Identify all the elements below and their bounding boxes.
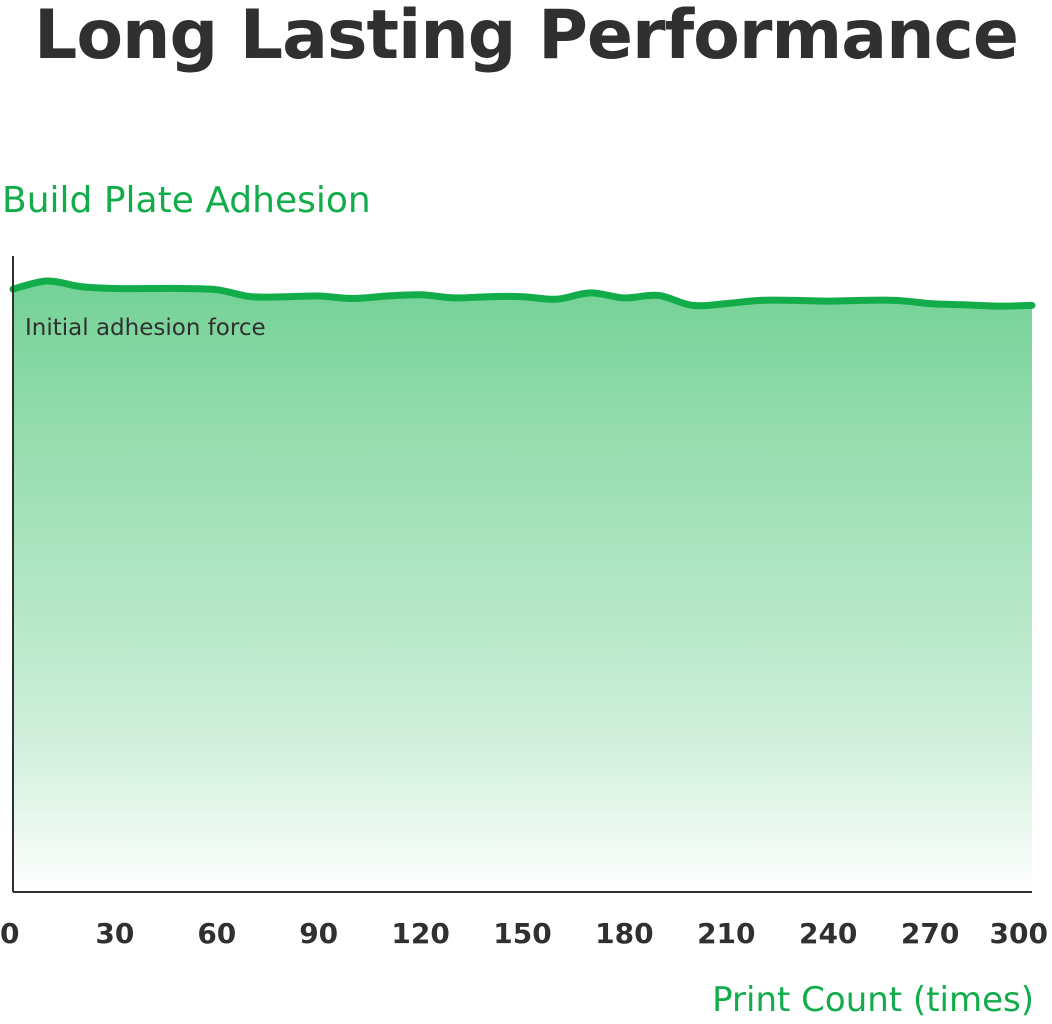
x-tick-label: 300	[990, 917, 1048, 950]
x-tick-labels: 0 30 60 90 120 150 180 210 240 270 300	[0, 917, 1048, 950]
x-tick-label: 0	[0, 917, 19, 950]
chart-title: Long Lasting Performance	[34, 0, 1019, 75]
series-line	[9, 277, 1036, 310]
x-tick-label: 150	[493, 917, 551, 950]
x-tick-label: 30	[95, 917, 134, 950]
x-tick-label: 270	[901, 917, 959, 950]
x-tick-label: 210	[697, 917, 755, 950]
initial-adhesion-annotation: Initial adhesion force	[25, 315, 266, 341]
x-tick-label: 60	[197, 917, 236, 950]
y-axis-label: Build Plate Adhesion	[2, 180, 371, 221]
x-tick-label: 90	[299, 917, 338, 950]
x-axis-label: Print Count (times)	[712, 980, 1034, 1020]
area-fill	[13, 280, 1032, 892]
x-tick-label: 120	[391, 917, 449, 950]
x-tick-label: 240	[799, 917, 857, 950]
x-tick-label: 180	[595, 917, 653, 950]
